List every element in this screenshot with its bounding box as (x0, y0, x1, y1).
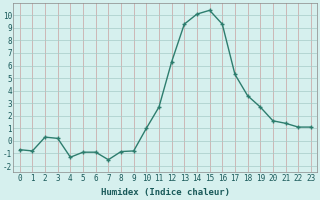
X-axis label: Humidex (Indice chaleur): Humidex (Indice chaleur) (101, 188, 230, 197)
